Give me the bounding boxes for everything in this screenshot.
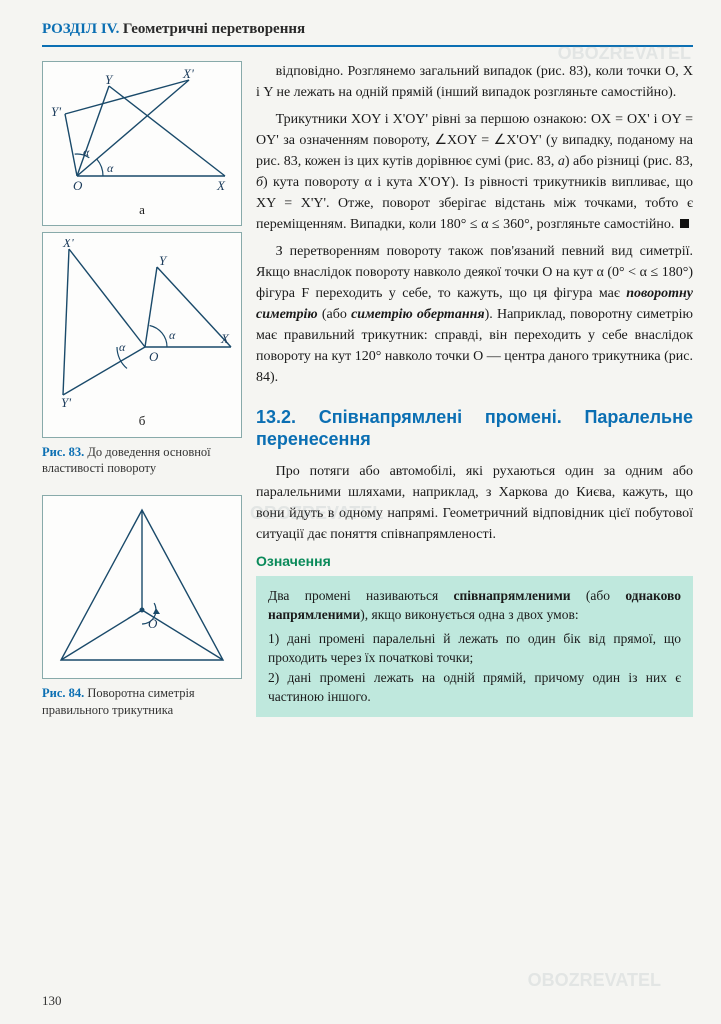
- svg-text:O: O: [73, 178, 83, 193]
- text-column: відповідно. Розглянемо загальний випадок…: [256, 61, 693, 738]
- fig83a-sublabel: а: [49, 200, 235, 220]
- fig84-num: Рис. 84.: [42, 686, 84, 700]
- fig83-num: Рис. 83.: [42, 445, 84, 459]
- para-1: відповідно. Розглянемо загальний випадок…: [256, 61, 693, 103]
- svg-text:Y: Y: [159, 253, 168, 268]
- para-2: Трикутники XOY і X'OY' рівні за першою о…: [256, 109, 693, 235]
- definition-lead: Два промені називаються співнапрямленими…: [268, 586, 681, 625]
- watermark: OBOZREVATEL: [528, 967, 661, 994]
- definition-label: Означення: [256, 551, 693, 572]
- svg-text:X: X: [220, 331, 230, 346]
- content: O X X' Y Y' α α а O X X' Y Y' α α б Рис. 83. До дове…: [42, 61, 693, 738]
- section-heading: 13.2. Співнапрямлені промені. Паралельне…: [256, 406, 693, 451]
- chapter-title: Геометричні перетворення: [123, 21, 305, 37]
- fig83-caption: Рис. 83. До доведення основної властивос…: [42, 444, 242, 478]
- figures-column: O X X' Y Y' α α а O X X' Y Y' α α б Рис. 83. До дове…: [42, 61, 242, 738]
- svg-text:α: α: [119, 340, 126, 354]
- fig84-caption: Рис. 84. Поворотна симетрія правильного …: [42, 685, 242, 719]
- chapter-header: РОЗДІЛ IV. Геометричні перетворення: [42, 18, 693, 47]
- svg-text:X: X: [216, 178, 226, 193]
- fig83b-svg: O X X' Y Y' α α: [49, 239, 235, 409]
- definition-item-2: 2) дані промені лежать на одній прямій, …: [268, 668, 681, 707]
- svg-text:Y': Y': [51, 104, 61, 119]
- svg-text:O: O: [148, 616, 158, 631]
- svg-text:O: O: [149, 349, 159, 364]
- svg-text:X': X': [182, 68, 194, 81]
- svg-text:α: α: [83, 145, 90, 159]
- figure-84: O: [42, 495, 242, 679]
- fig84-svg: O: [49, 502, 235, 672]
- svg-text:Y: Y: [105, 72, 114, 87]
- chapter-label: РОЗДІЛ IV.: [42, 21, 119, 37]
- svg-text:α: α: [169, 328, 176, 342]
- page: РОЗДІЛ IV. Геометричні перетворення O X X'…: [0, 0, 721, 1024]
- definition-item-1: 1) дані промені паралельні й лежать по о…: [268, 629, 681, 668]
- svg-text:X': X': [62, 239, 74, 250]
- svg-text:Y': Y': [61, 395, 71, 409]
- proof-end-icon: [680, 219, 689, 228]
- fig83b-sublabel: б: [49, 411, 235, 431]
- definition-box: Два промені називаються співнапрямленими…: [256, 576, 693, 717]
- figure-83a: O X X' Y Y' α α а: [42, 61, 242, 227]
- svg-text:α: α: [107, 161, 114, 175]
- page-number: 130: [42, 991, 62, 1011]
- fig83a-svg: O X X' Y Y' α α: [49, 68, 235, 198]
- figure-83b: O X X' Y Y' α α б: [42, 232, 242, 438]
- para-4: Про потяги або автомобілі, які рухаються…: [256, 461, 693, 545]
- para-3: З перетворенням повороту також пов'язани…: [256, 241, 693, 388]
